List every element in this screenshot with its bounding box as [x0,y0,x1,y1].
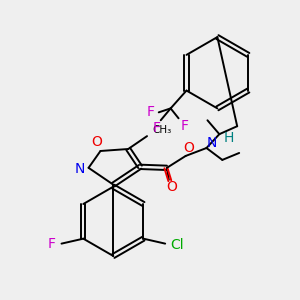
Text: F: F [153,121,161,135]
Text: F: F [48,237,56,250]
Text: F: F [181,119,188,133]
Text: Cl: Cl [170,238,184,252]
Text: N: N [74,162,85,176]
Text: N: N [206,136,217,150]
Text: O: O [183,141,194,155]
Text: F: F [147,105,155,119]
Text: O: O [167,180,177,194]
Text: CH₃: CH₃ [152,125,171,135]
Text: O: O [91,135,102,149]
Text: H: H [224,131,234,145]
